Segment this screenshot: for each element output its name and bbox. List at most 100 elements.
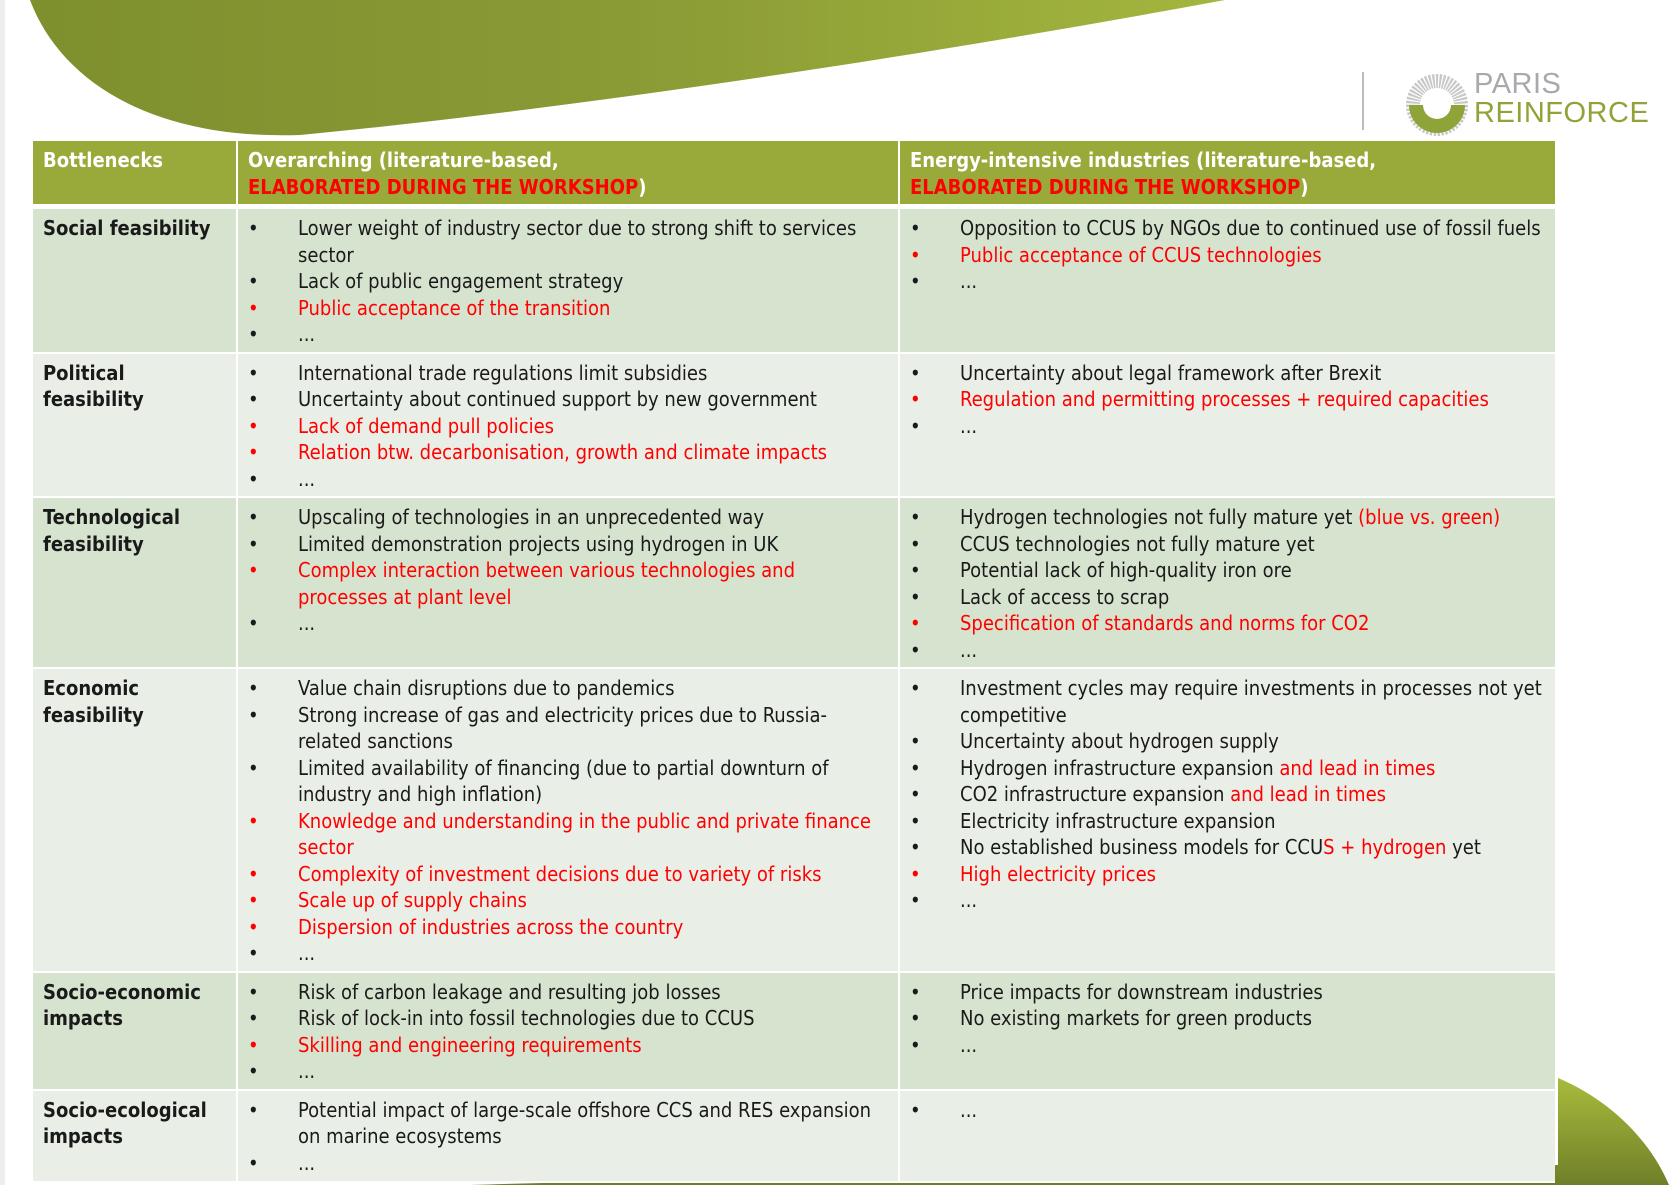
logo-text-reinforce: REINFORCE (1474, 97, 1650, 129)
bullet-icon: • (910, 269, 921, 293)
list-item: • CCUS technologies not fully mature yet (910, 531, 1545, 558)
bullet-icon: • (910, 782, 921, 806)
row-label: Socio-economic impacts (33, 972, 238, 1091)
list-item: •... (910, 413, 1545, 440)
text-segment: Hydrogen technologies not fully mature y… (960, 505, 1359, 529)
list-item: •... (248, 1150, 888, 1177)
list-item: • No established business models for CCUS… (910, 834, 1545, 861)
highlighted-text: Scale up of supply chains (298, 888, 527, 912)
bullet-icon: • (910, 676, 921, 700)
bullet-icon: • (910, 888, 921, 912)
list-item: • Hydrogen infrastructure expansion and l… (910, 755, 1545, 782)
bullet-icon: • (248, 269, 259, 293)
bullet-icon: • (248, 914, 259, 939)
bottlenecks-table: Bottlenecks Overarching (literature-based… (33, 141, 1555, 1183)
table-row: Technological feasibility • Upscaling of t… (33, 498, 1555, 669)
list-item: • Uncertainty about continued support by … (248, 386, 888, 413)
list-item: •... (248, 610, 888, 637)
bullet-icon: • (910, 216, 921, 240)
list-item: • Regulation and permitting processes + r… (910, 386, 1545, 413)
list-item: • Public acceptance of the transition (248, 295, 888, 322)
bullet-icon: • (248, 466, 259, 491)
list-item: • Complexity of investment decisions due … (248, 861, 888, 888)
bullet-icon: • (248, 808, 259, 833)
list-item: • Electricity infrastructure expansion (910, 808, 1545, 835)
list-item: •... (910, 637, 1545, 664)
bullet-icon: • (910, 755, 921, 780)
text-segment: ... (960, 888, 978, 912)
highlighted-text: Dispersion of industries across the coun… (298, 914, 684, 939)
bullet-list: • Upscaling of technologies in an unprece… (248, 504, 888, 637)
text-segment: ... (960, 637, 978, 662)
text-segment: Investment cycles may require investment… (960, 676, 1542, 727)
bullet-icon: • (248, 216, 259, 240)
text-segment: ... (298, 1059, 316, 1083)
text-segment: No existing markets for green products (960, 1006, 1313, 1030)
bullet-icon: • (910, 1006, 921, 1030)
bullet-icon: • (910, 584, 921, 609)
text-segment: Energy-intensive industries (literature-… (910, 148, 1377, 172)
list-item: •... (910, 268, 1545, 295)
list-item: •... (910, 1032, 1545, 1059)
bullet-list: • Value chain disruptions due to pandemic… (248, 675, 888, 967)
list-item: •... (910, 887, 1545, 914)
text-segment: ... (960, 269, 978, 293)
row-label: Social feasibility (33, 209, 238, 354)
text-segment: Electricity infrastructure expansion (960, 808, 1276, 833)
list-item: • Risk of carbon leakage and resulting jo… (248, 979, 888, 1006)
bullet-icon: • (248, 979, 259, 1004)
list-item: •... (248, 1058, 888, 1085)
list-item: • Uncertainty about hydrogen supply (910, 728, 1545, 755)
text-segment: ) (638, 174, 647, 199)
bullet-icon: • (248, 531, 259, 556)
list-item: •... (248, 940, 888, 967)
text-segment: Uncertainty about legal framework after … (960, 360, 1382, 385)
list-item: • Lack of access to scrap (910, 584, 1545, 611)
list-item: • Complex interaction between various tec… (248, 557, 888, 610)
list-item: • Lack of public engagement strategy (248, 268, 888, 295)
bullet-icon: • (910, 558, 921, 582)
text-segment: ... (960, 1032, 978, 1057)
row-label: Political feasibility (33, 353, 238, 498)
list-item: • Value chain disruptions due to pandemic… (248, 675, 888, 702)
bullet-icon: • (248, 676, 259, 700)
cell-industries: • Investment cycles may require investmen… (900, 669, 1555, 973)
text-segment: Bottlenecks (43, 148, 164, 172)
list-item: • Limited demonstration projects using hy… (248, 531, 888, 558)
cell-overarching: • Lower weight of industry sector due to … (238, 209, 900, 354)
highlighted-text: and lead in times (1230, 782, 1387, 806)
text-segment: Potential lack of high-quality iron ore (960, 558, 1292, 582)
list-item: • Knowledge and understanding in the publ… (248, 808, 888, 861)
paris-reinforce-logo: PARIS REINFORCE (1360, 68, 1660, 138)
text-segment: ... (298, 611, 316, 635)
bullet-icon: • (910, 979, 921, 1004)
bullet-icon: • (910, 729, 921, 753)
bullet-icon: • (910, 861, 921, 886)
bullet-icon: • (910, 360, 921, 385)
text-segment: ... (960, 1097, 978, 1122)
cell-overarching: • International trade regulations limit s… (238, 353, 900, 498)
bullet-list: • Investment cycles may require investmen… (910, 675, 1545, 914)
highlighted-text: Public acceptance of the transition (298, 295, 611, 320)
bullet-icon: • (248, 505, 259, 529)
text-segment: Uncertainty about continued support by n… (298, 387, 817, 411)
highlighted-text: (blue vs. green) (1358, 505, 1501, 529)
bullet-icon: • (910, 808, 921, 833)
text-segment: Risk of lock-in into fossil technologies… (298, 1006, 755, 1030)
logo-ring-icon (1406, 74, 1468, 136)
row-label: Socio-ecological impacts (33, 1090, 238, 1183)
bullet-list: • Risk of carbon leakage and resulting jo… (248, 979, 888, 1085)
list-item: • Scale up of supply chains (248, 887, 888, 914)
highlighted-text: ELABORATED DURING THE WORKSHOP (248, 174, 639, 199)
list-item: • Uncertainty about legal framework after… (910, 360, 1545, 387)
text-segment: Risk of carbon leakage and resulting job… (298, 979, 721, 1004)
bullet-icon: • (248, 295, 259, 320)
cell-overarching: • Potential impact of large-scale offshor… (238, 1090, 900, 1183)
bullet-icon: • (910, 531, 921, 556)
text-segment: Limited availability of financing (due t… (298, 755, 829, 807)
text-segment: ... (298, 1150, 316, 1175)
bullet-icon: • (910, 387, 921, 411)
table-row: Economic feasibility • Value chain disrupt… (33, 669, 1555, 973)
bullet-list: • Hydrogen technologies not fully mature … (910, 504, 1545, 663)
cell-industries: •... (900, 1090, 1555, 1183)
